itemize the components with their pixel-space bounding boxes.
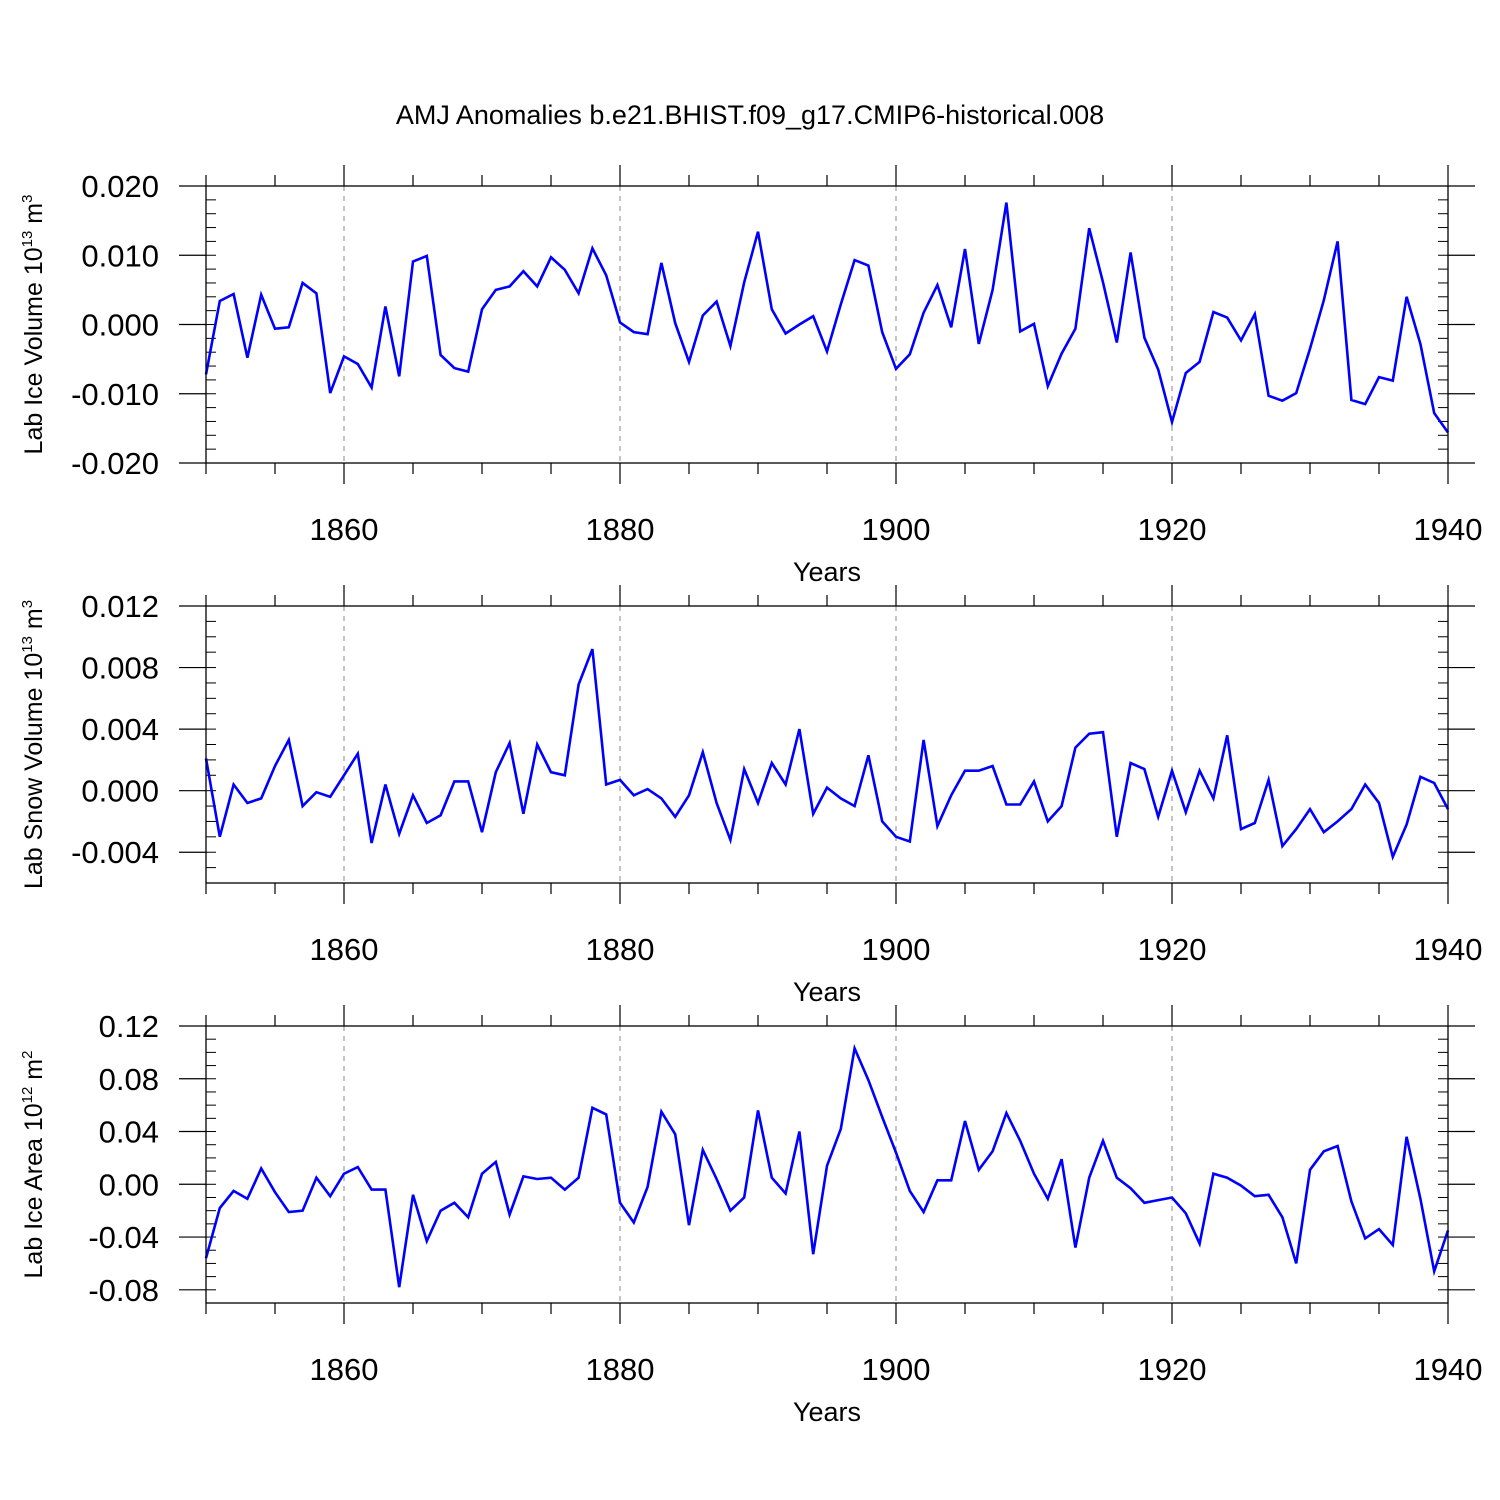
x-tick-label: 1880: [586, 932, 655, 967]
y-tick-label: 0.00: [99, 1167, 159, 1202]
chart-panel-3: -0.08 -0.04 0.00 0.04 0.08 0.12 1860 1880 1900 19…: [19, 1005, 1482, 1427]
y-tick-label: -0.04: [88, 1220, 159, 1255]
series-line: [204, 648, 1450, 861]
chart-title: AMJ Anomalies b.e21.BHIST.f09_g17.CMIP6-…: [396, 100, 1104, 130]
y-tick-label: 0.012: [81, 589, 159, 624]
chart-panel-2: -0.004 0.000 0.004 0.008 0.012 1860 1880 1900 19…: [19, 585, 1482, 1007]
x-tick-label: 1900: [862, 1352, 931, 1387]
x-tick-label: 1920: [1138, 1352, 1207, 1387]
y-tick-label: 0.000: [81, 308, 159, 343]
y-tick-label: 0.020: [81, 169, 159, 204]
y-tick-label: 0.008: [81, 651, 159, 686]
x-tick-label: 1940: [1414, 932, 1483, 967]
x-tick-label: 1860: [310, 932, 379, 967]
x-tick-label: 1940: [1414, 512, 1483, 547]
y-tick-label: 0.004: [81, 712, 159, 747]
y-tick-label: 0.04: [99, 1115, 159, 1150]
plot-frame: [205, 185, 1449, 464]
y-tick-label: -0.020: [71, 446, 159, 481]
y-tick-label: -0.004: [71, 835, 159, 870]
y-tick-label: -0.010: [71, 377, 159, 412]
plot-frame: [205, 1025, 1449, 1304]
y-axis-label: Lab Ice Area 1012 m2: [19, 1051, 48, 1279]
x-tick-label: 1900: [862, 932, 931, 967]
y-axis-label: Lab Snow Volume 1013 m3: [19, 600, 48, 889]
x-tick-label: 1900: [862, 512, 931, 547]
x-axis-label: Years: [793, 977, 861, 1007]
x-tick-label: 1920: [1138, 512, 1207, 547]
y-tick-label: -0.08: [88, 1273, 159, 1308]
series-line: [204, 1043, 1450, 1288]
x-axis-label: Years: [793, 557, 861, 587]
plot-frame: [205, 605, 1449, 884]
x-axis-label: Years: [793, 1397, 861, 1427]
y-tick-label: 0.010: [81, 238, 159, 273]
y-tick-label: 0.12: [99, 1009, 159, 1044]
x-tick-label: 1940: [1414, 1352, 1483, 1387]
y-tick-label: 0.08: [99, 1062, 159, 1097]
x-tick-label: 1880: [586, 1352, 655, 1387]
x-tick-label: 1880: [586, 512, 655, 547]
y-axis-label: Lab Ice Volume 1013 m3: [19, 195, 48, 455]
series-line: [204, 202, 1450, 434]
x-tick-label: 1860: [310, 1352, 379, 1387]
x-tick-label: 1860: [310, 512, 379, 547]
x-tick-label: 1920: [1138, 932, 1207, 967]
chart-panel-1: -0.020 -0.010 0.000 0.010 0.020 1860 1880 1900 1…: [19, 165, 1482, 587]
y-tick-label: 0.000: [81, 774, 159, 809]
